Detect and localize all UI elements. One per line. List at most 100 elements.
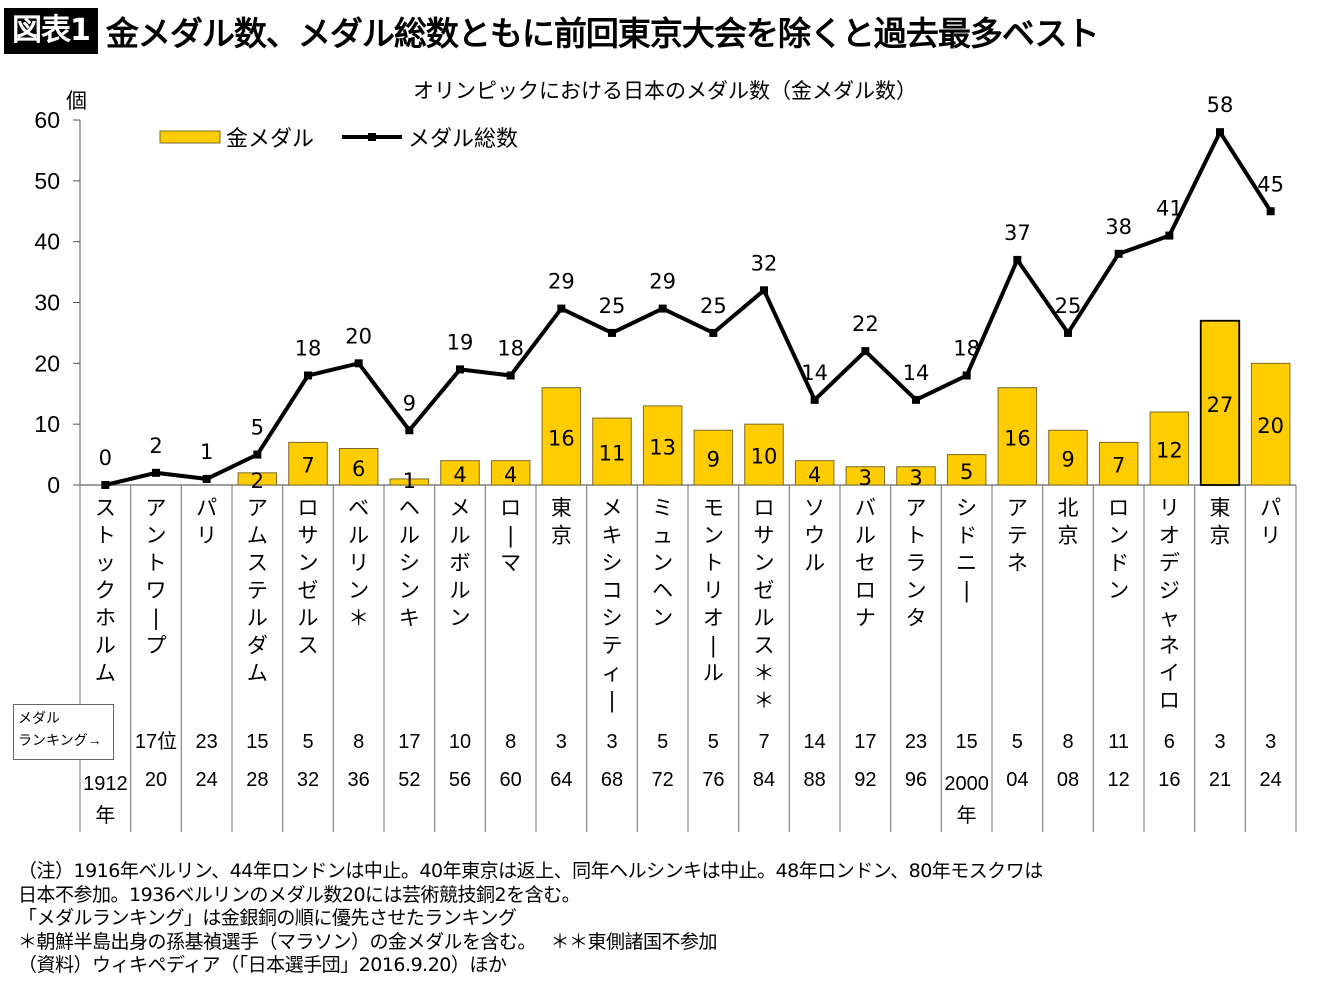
total-line-label: 5 (251, 416, 264, 440)
gold-bar-label: 13 (649, 435, 676, 459)
year-label: 24 (196, 769, 218, 791)
category-label-char: ウ (804, 524, 825, 548)
category-label-char: リ (703, 579, 724, 603)
category-label-char: ュ (652, 524, 673, 548)
category-label-char: ン (1108, 579, 1129, 603)
category-label-char: ヘ (399, 496, 420, 520)
gold-bar (744, 423, 784, 486)
gold-bar (440, 460, 480, 486)
year-label: 36 (348, 769, 370, 791)
year-label: 64 (550, 769, 572, 791)
medal-ranking: 14 (804, 731, 826, 753)
note-line: 日本不参加。1936ベルリンのメダル数20には芸術競技銅2を含む。 (18, 883, 581, 906)
total-line-label: 32 (751, 251, 778, 275)
year-label: 2000 (944, 773, 989, 795)
total-line-label: 25 (700, 294, 727, 318)
year-label: 12 (1108, 769, 1130, 791)
category-label-char: 北 (1058, 496, 1079, 520)
category-label-char: ン (652, 551, 673, 575)
category-label-char: タ (906, 606, 927, 630)
category-label-char: キ (399, 606, 420, 630)
category-label-char: セ (855, 551, 876, 575)
category-label-char: テ (1007, 524, 1028, 548)
y-tick-label: 10 (34, 411, 60, 437)
total-line-marker (760, 286, 768, 295)
medal-ranking: 8 (353, 731, 364, 753)
total-line-label: 58 (1207, 93, 1234, 117)
total-line-marker (658, 304, 667, 313)
category-label-char: ル (804, 551, 825, 575)
category-label-char: ル (399, 524, 420, 548)
total-line-label: 20 (345, 324, 372, 348)
headline: 金メダル数、メダル総数ともに前回東京大会を除くと過去最多ベスト (105, 14, 1100, 53)
category-label-char: ャ (1159, 606, 1180, 630)
total-line-label: 29 (649, 270, 676, 294)
category-label-char: ロ (754, 496, 775, 520)
total-line-marker (1114, 249, 1123, 258)
category-label-char: | (963, 579, 970, 604)
total-line-marker (202, 474, 211, 483)
year-label: 32 (297, 769, 319, 791)
category-label-char: ド (1108, 551, 1129, 575)
category-label-char: 東 (551, 496, 572, 520)
note-line: （注）1916年ベルリン、44年ロンドンは中止。40年東京は返上、同年ヘルシンキ… (18, 860, 1043, 882)
total-line-label: 25 (599, 294, 626, 318)
year-label: 68 (601, 769, 623, 791)
category-label-char: ワ (146, 579, 167, 603)
category-label-char: ム (95, 661, 116, 685)
medal-ranking: 11 (1108, 731, 1129, 753)
year-label: 20 (145, 769, 167, 791)
gold-bar-label: 5 (960, 460, 973, 484)
category-label-char: ア (247, 496, 268, 520)
category-label-char: ア (1007, 496, 1028, 520)
category-label-char: プ (146, 634, 167, 658)
medal-ranking: 5 (302, 731, 313, 753)
medal-ranking: 17 (854, 731, 876, 753)
ranking-label-line2: ランキング→ (18, 732, 102, 748)
gold-bar-label: 3 (909, 466, 922, 490)
category-label-char: ヘ (652, 579, 673, 603)
medal-ranking: 3 (556, 731, 567, 753)
category-label-char: ン (906, 579, 927, 603)
category-label-char: ＊ (754, 661, 775, 685)
category-label-char: ン (652, 606, 673, 630)
category-label-char: ス (95, 496, 116, 520)
medal-ranking: 3 (606, 731, 617, 753)
y-tick-label: 50 (34, 168, 60, 194)
category-label-char: デ (1159, 551, 1180, 575)
y-tick-label: 30 (34, 290, 60, 316)
note-line: 「メダルランキング」は金銀銅の順に優先させたランキング (18, 907, 517, 929)
category-label-char: ス (298, 634, 319, 658)
category-label-char: ス (247, 551, 268, 575)
total-line-label: 22 (852, 312, 879, 336)
year-label: 92 (854, 769, 876, 791)
category-label-char: ミ (652, 496, 673, 520)
legend-swatch-gold (159, 130, 221, 144)
total-line-marker (304, 371, 312, 380)
category-label-char: リ (1159, 496, 1180, 520)
category-label-char: ン (754, 551, 775, 575)
medal-ranking: 8 (505, 731, 516, 753)
year-label: 96 (905, 769, 927, 791)
gold-bar (896, 466, 936, 486)
total-line-label: 19 (447, 330, 474, 354)
category-label-char: ジ (1159, 579, 1180, 603)
legend: 金メダル メダル総数 (159, 127, 518, 152)
category-label-char: ダ (247, 634, 268, 658)
category-label-char: ル (855, 524, 876, 548)
total-line-marker (1266, 207, 1275, 216)
legend-label-gold: 金メダル (226, 127, 314, 152)
year-label: 60 (500, 769, 522, 791)
legend-marker (368, 133, 376, 141)
category-label-char: シ (399, 551, 420, 575)
category-label-char: モ (703, 496, 724, 520)
y-tick-label: 20 (34, 350, 60, 376)
gold-bar-label: 2 (251, 469, 264, 493)
category-label-char: ゼ (298, 579, 319, 603)
year-label: 08 (1057, 769, 1079, 791)
year-label: 56 (449, 769, 471, 791)
year-label: 16 (1158, 769, 1180, 791)
category-label-char: マ (500, 551, 521, 575)
category-label-char: ゼ (754, 579, 775, 603)
category-labels: ストックホルム1912年アントワ|プ17位20パリ2324アムステルダム1528… (83, 496, 1282, 827)
